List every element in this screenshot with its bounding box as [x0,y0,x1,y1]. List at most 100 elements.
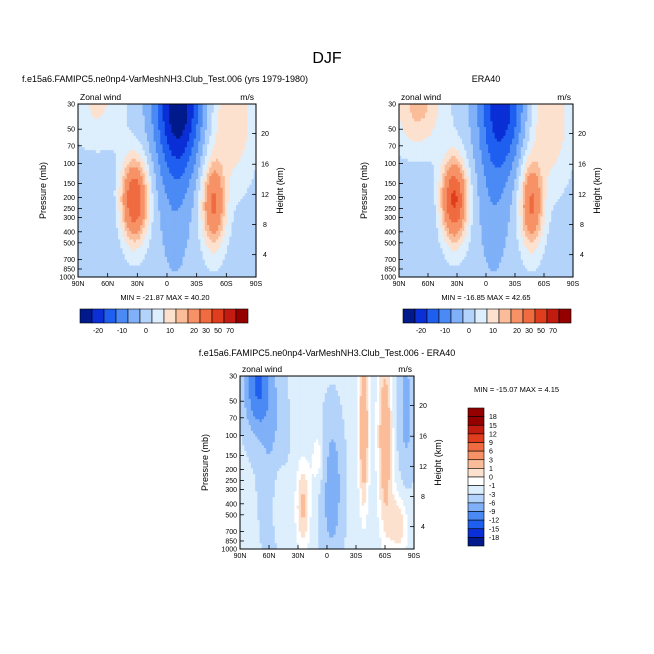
field-cell [146,161,150,166]
field-cell [86,216,90,220]
field-cell [129,216,133,220]
field-cell [84,274,88,278]
field-cell [104,121,108,125]
field-cell [144,155,148,160]
field-cell [109,132,112,137]
field-cell [89,112,92,117]
field-cell [106,239,110,243]
field-cell [89,155,92,160]
field-cell [104,170,108,174]
field-cell [89,109,92,114]
field-cell [140,161,144,166]
field-cell [131,109,135,114]
field-cell [144,216,148,220]
field-cell [100,173,104,177]
field-cell [109,104,112,108]
field-cell [124,253,128,258]
field-cell [124,112,128,117]
field-cell [84,219,88,223]
field-cell [142,115,146,120]
field-cell [124,193,128,197]
field-cell [104,176,108,180]
field-cell [89,176,92,180]
field-cell [82,242,86,246]
field-cell [111,176,115,180]
field-cell [135,265,139,269]
field-cell [86,199,90,203]
field-cell [78,158,81,163]
field-cell [124,121,128,125]
field-cell [78,187,81,192]
field-cell [91,253,95,258]
field-cell [91,262,95,267]
field-cell [129,158,133,163]
field-cell [118,248,121,252]
field-cell [133,242,137,246]
field-cell [133,193,137,197]
field-cell [126,184,130,189]
field-cell [122,204,126,209]
field-cell [120,262,124,267]
field-cell [80,106,84,111]
field-cell [104,155,108,160]
field-cell [102,150,106,154]
field-cell [124,141,128,145]
field-cell [124,132,128,137]
field-cell [89,274,92,278]
field-cell [93,219,97,223]
field-cell [113,150,117,154]
field-cell [89,141,92,145]
field-cell [106,141,110,145]
field-cell [144,242,148,246]
field-cell [89,202,92,206]
field-cell [146,213,150,218]
field-cell [111,129,115,134]
field-cell [124,202,128,206]
field-cell [109,118,112,122]
field-cell [113,167,117,171]
field-cell [118,199,121,203]
field-cell [146,196,150,200]
field-cell [135,268,139,272]
field-cell [133,124,137,128]
field-cell [131,115,135,120]
field-cell [106,265,110,269]
field-cell [86,161,90,166]
field-cell [93,207,97,212]
field-cell [138,106,141,111]
field-cell [122,253,126,258]
field-cell [113,245,117,249]
field-cell [126,219,130,223]
field-cell [138,248,141,252]
field-cell [120,138,124,143]
field-cell [80,265,84,269]
field-cell [129,153,133,157]
field-cell [98,190,101,194]
field-cell [129,222,133,226]
field-cell [89,190,92,194]
field-cell [129,106,133,111]
field-cell [140,147,144,151]
field-cell [89,262,92,267]
field-cell [133,112,137,117]
field-cell [146,216,150,220]
field-cell [98,210,101,215]
field-cell [78,147,81,151]
field-cell [144,167,148,171]
field-cell [104,274,108,278]
field-cell [115,132,119,137]
field-cell [93,225,97,229]
field-cell [113,164,117,169]
field-cell [98,164,101,169]
field-cell [142,141,146,145]
field-cell [86,196,90,200]
field-cell [100,196,104,200]
field-cell [133,187,137,192]
field-cell [98,207,101,212]
field-cell [91,132,95,137]
field-cell [78,202,81,206]
field-cell [89,256,92,261]
field-cell [149,153,153,157]
field-cell [104,262,108,267]
field-cell [102,176,106,180]
